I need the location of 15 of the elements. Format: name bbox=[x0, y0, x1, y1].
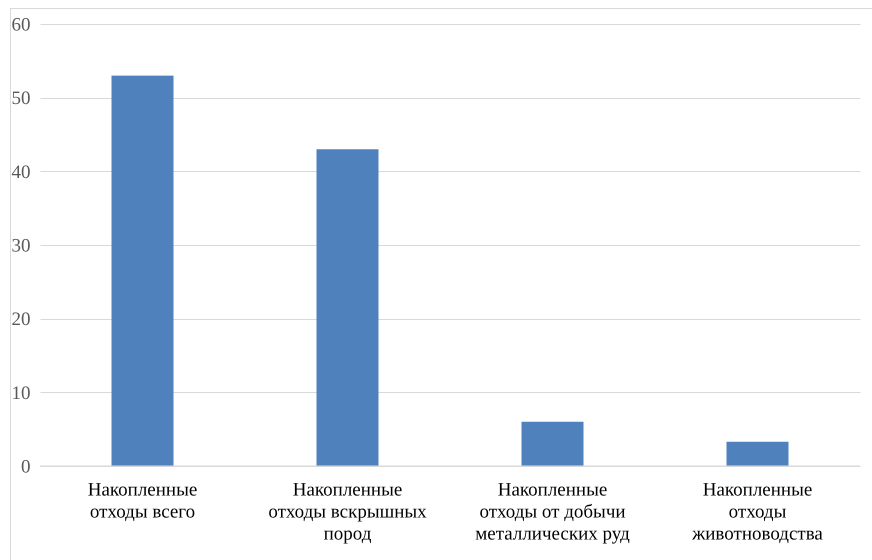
y-tick-label: 60 bbox=[12, 14, 30, 36]
y-tick-label: 0 bbox=[21, 456, 30, 478]
y-tick-label: 10 bbox=[12, 382, 30, 404]
bar bbox=[112, 76, 174, 466]
y-tick-label: 20 bbox=[12, 309, 30, 330]
x-tick-label: Накопленные отходы вскрышных пород bbox=[268, 480, 428, 544]
x-tick-label: Накопленные отходы всего bbox=[88, 480, 198, 522]
x-tick-label: Накопленные отходы животноводства bbox=[691, 480, 824, 544]
y-tick-label: 50 bbox=[12, 88, 30, 110]
bar bbox=[522, 422, 584, 466]
bar bbox=[316, 149, 378, 466]
bar bbox=[726, 442, 788, 466]
x-tick-label: Накопленные отходы от добычи металлических руд bbox=[475, 480, 630, 544]
y-tick-label: 40 bbox=[12, 162, 30, 183]
y-tick-label: 30 bbox=[12, 236, 30, 256]
